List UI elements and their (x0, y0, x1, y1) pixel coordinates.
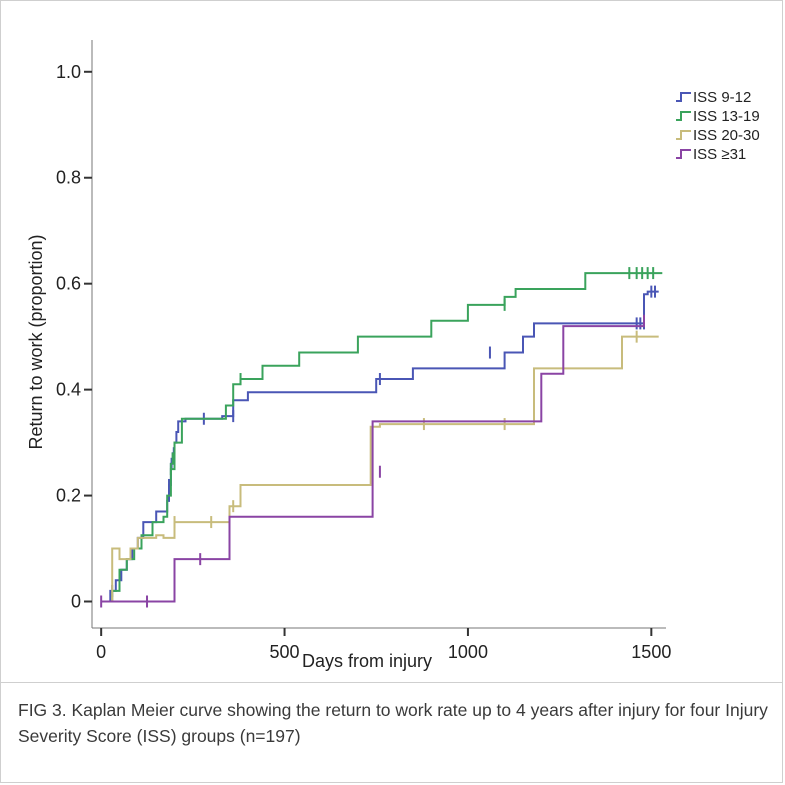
x-tick-label: 500 (270, 642, 300, 662)
y-tick-label: 0.4 (56, 380, 81, 400)
y-tick-label: 1.0 (56, 62, 81, 82)
series-line-3 (101, 335, 659, 603)
chart-panel: 0 0.2 0.4 0.6 0.8 1.0 0 500 1000 1500 Days from in… (26, 40, 760, 671)
y-tick-label: 0.8 (56, 168, 81, 188)
legend-label: ISS 9-12 (693, 89, 751, 106)
caption-divider (0, 682, 783, 683)
x-tick-label: 1500 (631, 642, 671, 662)
legend-symbol (676, 149, 691, 159)
x-tick-label: 1000 (448, 642, 488, 662)
y-tick-label: 0 (71, 592, 81, 612)
y-axis-title: Return to work (proportion) (26, 234, 46, 449)
y-tick-label: 0.2 (56, 486, 81, 506)
figure-caption: FIG 3. Kaplan Meier curve showing the re… (18, 700, 768, 746)
legend-symbol (676, 130, 691, 140)
series-line-2 (101, 272, 663, 603)
x-axis-title: Days from injury (302, 651, 432, 671)
legend-symbol (676, 92, 691, 102)
km-chart: 0 0.2 0.4 0.6 0.8 1.0 0 500 1000 1500 Days from in… (26, 40, 760, 671)
y-tick-label: 0.6 (56, 274, 81, 294)
series-line-1 (101, 290, 659, 603)
x-tick-label: 0 (96, 642, 106, 662)
legend-symbol (676, 111, 691, 121)
legend-label: ISS 20-30 (693, 127, 760, 144)
series-line-4 (101, 320, 645, 603)
legend-label: ISS ≥31 (693, 146, 746, 163)
legend-label: ISS 13-19 (693, 108, 760, 125)
